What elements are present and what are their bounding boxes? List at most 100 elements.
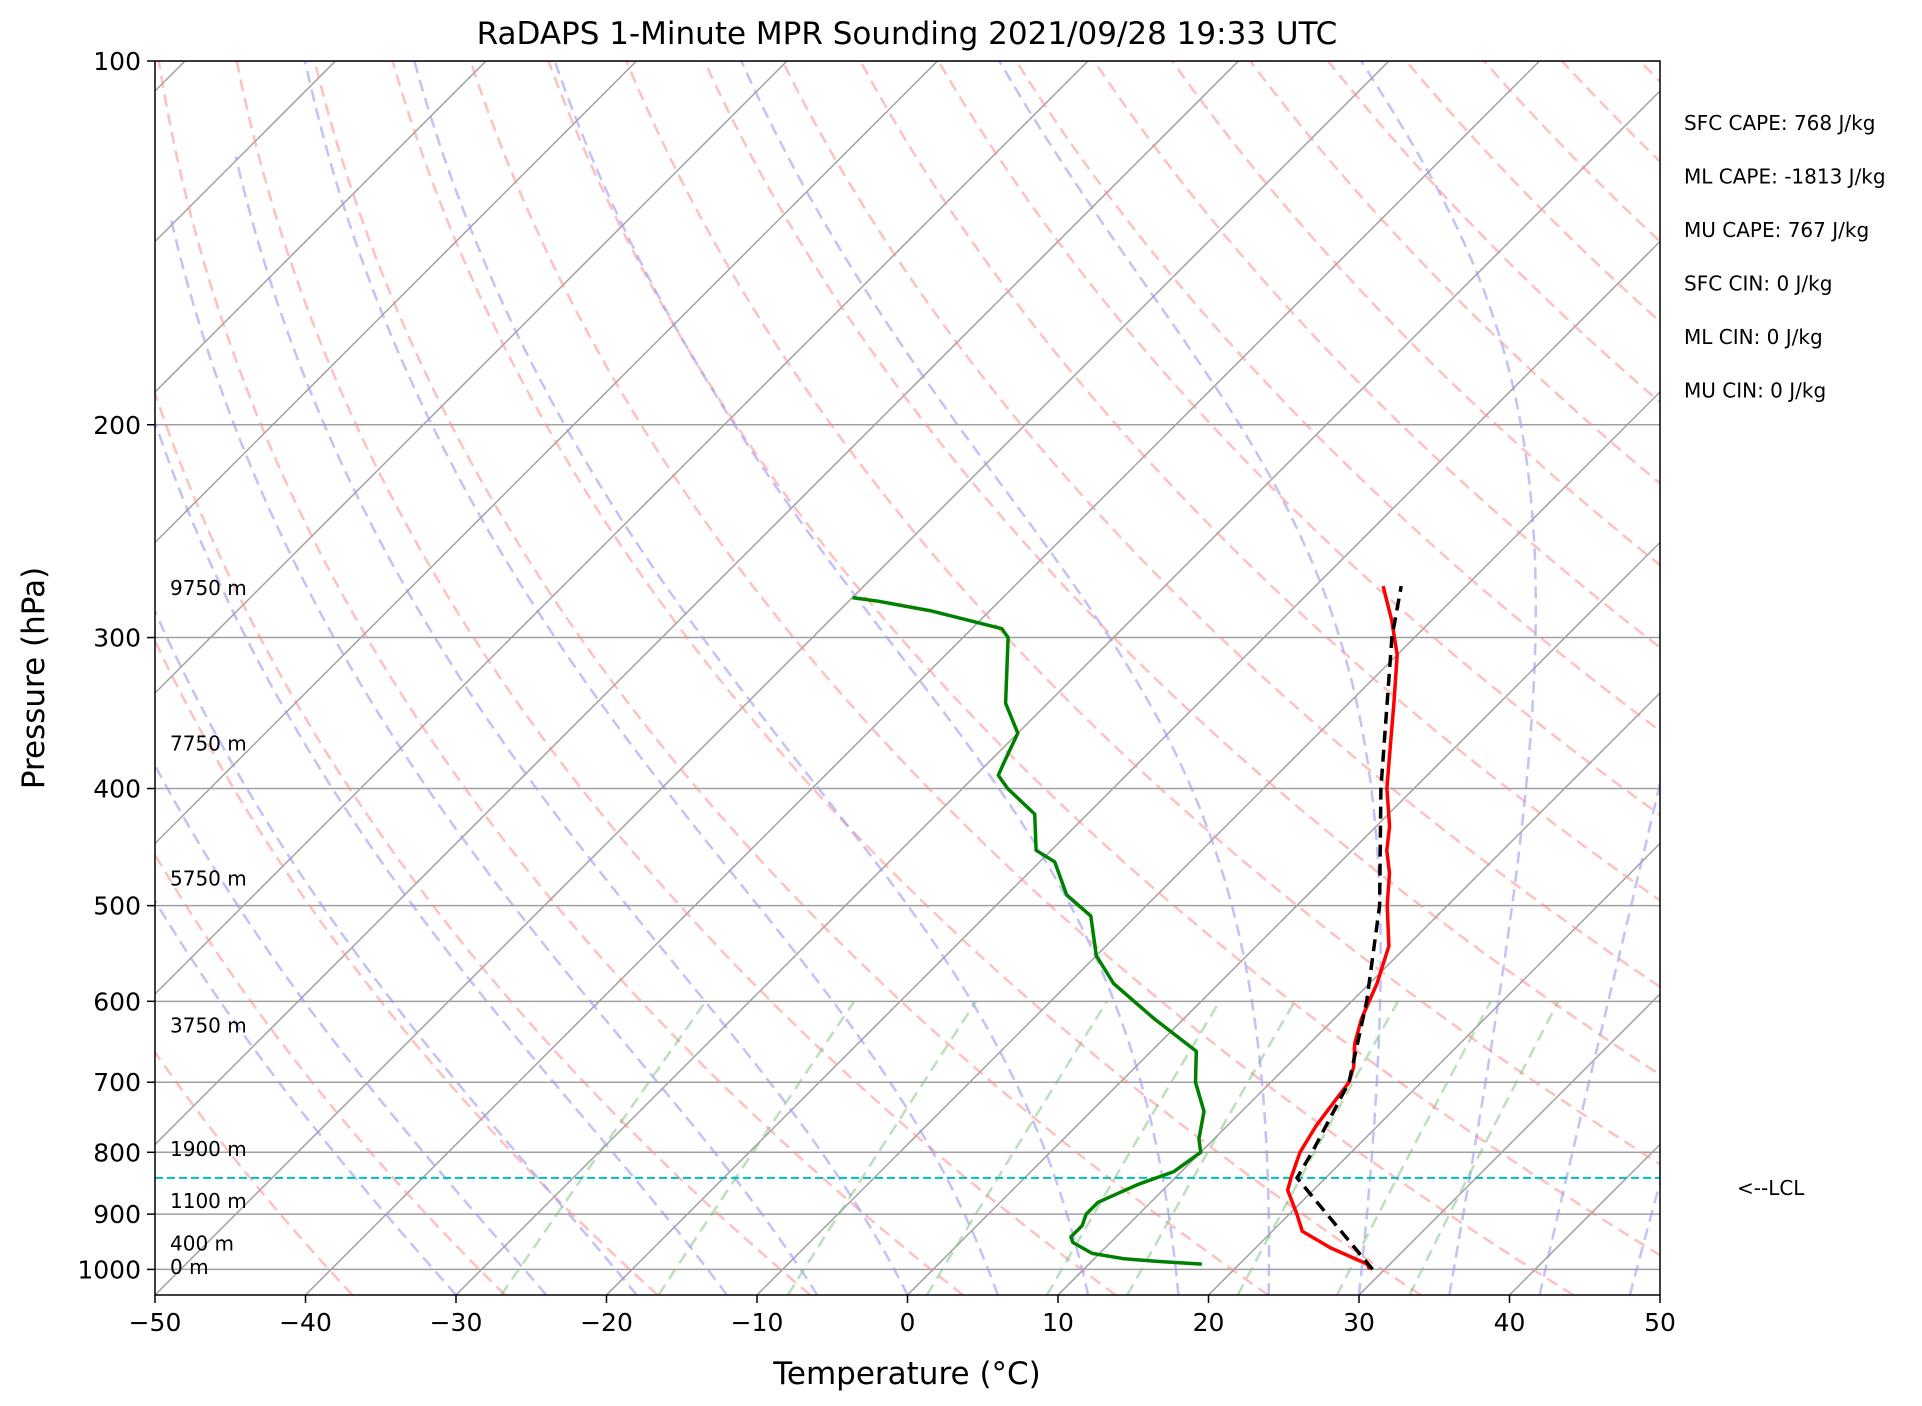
moist-adiabat-line — [740, 61, 1271, 1295]
dry-adiabat-line — [1015, 61, 1660, 733]
mixing-ratio-line — [1408, 1000, 1560, 1295]
x-tick-label: −20 — [580, 1308, 633, 1337]
isotherm-line — [906, 541, 1660, 1295]
dry-adiabat-line — [155, 637, 659, 1295]
isotherm-line — [1811, 61, 1922, 1295]
y-tick-label: 1000 — [77, 1255, 141, 1284]
y-tick-label: 200 — [93, 411, 141, 440]
dry-adiabat-line — [1638, 61, 1660, 84]
x-axis-label: Temperature (°C) — [772, 1356, 1041, 1392]
height-label: 400 m — [170, 1232, 234, 1256]
x-tick-label: 10 — [1042, 1308, 1074, 1337]
dry-adiabat-line — [155, 389, 812, 1295]
y-tick-label: 700 — [93, 1068, 141, 1097]
dry-adiabat-line — [781, 61, 1660, 989]
moist-adiabat-line — [155, 898, 457, 1295]
height-label: 1100 m — [170, 1189, 247, 1213]
mixing-ratio-line — [1236, 1000, 1400, 1295]
mixing-ratio-line — [1335, 1000, 1492, 1295]
data-lines — [852, 585, 1403, 1271]
height-label: 5750 m — [170, 867, 247, 891]
moist-adiabat-line — [155, 608, 638, 1295]
moist-adiabat-line — [169, 218, 819, 1295]
y-axis-ticks: 1000 900 800 700 600 500 400 300 200 100 — [77, 47, 155, 1284]
isotherm-line — [155, 61, 939, 845]
x-tick-label: 50 — [1644, 1308, 1676, 1337]
dry-adiabat-line — [1482, 61, 1660, 244]
y-tick-label: 100 — [93, 47, 141, 76]
isotherm-line — [1358, 992, 1660, 1295]
dry-adiabat-line — [937, 61, 1660, 817]
isotherm-line — [605, 240, 1660, 1295]
y-tick-label: 300 — [93, 624, 141, 653]
mixing-ratio-line — [1045, 1000, 1221, 1295]
isotherm-line — [304, 61, 1541, 1295]
dry-adiabat-line — [1171, 61, 1660, 567]
dry-adiabat-line — [391, 61, 1422, 1295]
x-tick-label: 0 — [900, 1308, 916, 1337]
dry-adiabat-line — [313, 61, 1269, 1295]
y-tick-label: 600 — [93, 987, 141, 1016]
mixing-ratio-line — [786, 1000, 978, 1295]
mixing-ratio-line — [500, 1000, 707, 1295]
dry-adiabat-line — [1093, 61, 1660, 650]
stability-index-text: ML CIN: 0 J/kg — [1684, 325, 1823, 349]
mixing-ratio-line — [1126, 1000, 1296, 1295]
height-label: 3750 m — [170, 1013, 247, 1037]
isotherm-line — [1207, 842, 1660, 1295]
height-label: 9750 m — [170, 576, 247, 600]
dry-adiabat-line — [1796, 61, 1922, 1295]
x-tick-label: −30 — [430, 1308, 483, 1337]
moist-adiabat-line — [553, 61, 1180, 1295]
dry-adiabat-line — [1874, 61, 1922, 1295]
x-tick-label: 40 — [1494, 1308, 1526, 1337]
y-tick-label: 800 — [93, 1138, 141, 1167]
dry-adiabat-line — [547, 61, 1660, 1257]
dry-adiabat-line — [1560, 61, 1660, 164]
plot-frame — [154, 60, 1661, 1296]
moist-adiabat-line — [413, 61, 1090, 1295]
x-tick-label: 30 — [1343, 1308, 1375, 1337]
isotherm-line — [455, 89, 1660, 1295]
dry-adiabat-line — [157, 61, 964, 1295]
dry-adiabat-line — [235, 61, 1117, 1295]
isotherm-line — [1057, 691, 1660, 1295]
moist-adiabat-line — [1628, 1178, 1660, 1295]
moist-adiabat-line — [234, 156, 909, 1295]
y-axis-label: Pressure (hPa) — [16, 567, 52, 789]
moist-adiabat-line — [998, 61, 1382, 1295]
height-label: 7750 m — [170, 731, 247, 755]
isotherm-line — [155, 61, 638, 544]
moist-adiabat-line — [1360, 61, 1538, 1295]
height-label: 1900 m — [170, 1137, 247, 1161]
y-tick-label: 900 — [93, 1200, 141, 1229]
moist-adiabat-line — [155, 418, 728, 1295]
isotherm-line — [155, 61, 1240, 1146]
y-tick-label: 500 — [93, 892, 141, 921]
stability-indices: SFC CAPE: 768 J/kg ML CAPE: -1813 J/kg MU … — [1684, 111, 1886, 403]
dry-adiabat-line — [1327, 61, 1660, 404]
stability-index-text: ML CAPE: -1813 J/kg — [1684, 165, 1886, 189]
stability-index-text: SFC CAPE: 768 J/kg — [1684, 111, 1875, 135]
dewpoint-profile-line — [852, 595, 1206, 1266]
x-tick-label: −50 — [129, 1308, 182, 1337]
dry-adiabat-line — [1249, 61, 1660, 485]
dry-adiabat-line — [859, 61, 1660, 902]
lcl-label: <--LCL — [1737, 1176, 1805, 1200]
x-axis-ticks: −50 −40 −30 −20 −10 0 10 20 30 40 50 — [129, 1295, 1676, 1337]
y-tick-label: 400 — [93, 775, 141, 804]
isotherm-line — [756, 390, 1660, 1295]
isotherm-line — [155, 61, 1089, 996]
isotherm-line — [155, 61, 1390, 1295]
moist-adiabat-line — [155, 762, 548, 1295]
isotherm-line — [1659, 1293, 1660, 1295]
mixing-ratio-line — [925, 1000, 1108, 1295]
dry-adiabat-line — [155, 1049, 354, 1295]
height-label: 0 m — [170, 1255, 209, 1279]
moist-adiabat-line — [1538, 777, 1660, 1295]
isotherm-line — [155, 61, 487, 394]
stability-index-text: SFC CIN: 0 J/kg — [1684, 272, 1832, 296]
x-tick-label: −10 — [731, 1308, 784, 1337]
